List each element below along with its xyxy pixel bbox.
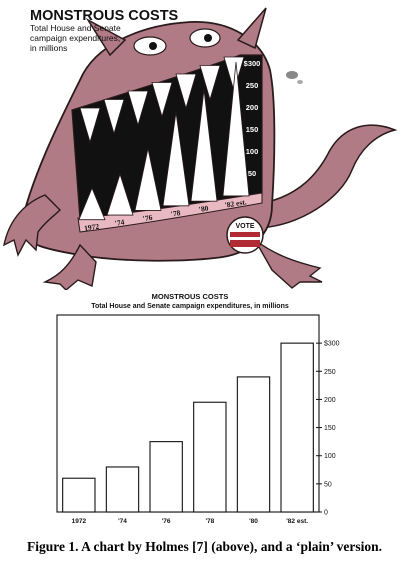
year-label: '82 est. bbox=[224, 197, 247, 209]
plot-frame bbox=[56, 314, 320, 513]
bar bbox=[193, 401, 227, 513]
upper-teeth bbox=[79, 56, 245, 144]
scale-labels: $300 250 200 150 100 50 bbox=[244, 59, 261, 178]
year-label: '76 bbox=[142, 213, 153, 223]
tooth-bar bbox=[222, 61, 250, 197]
y-tick-label: 150 bbox=[324, 425, 336, 432]
x-tick-label: 1972 bbox=[72, 518, 87, 525]
upper-tooth bbox=[103, 99, 125, 135]
spit-drop bbox=[286, 71, 298, 79]
monster-horn-left bbox=[85, 17, 127, 57]
scale-label: 150 bbox=[246, 125, 259, 134]
monster-tail bbox=[248, 124, 398, 229]
upper-tooth bbox=[79, 107, 101, 144]
bar bbox=[105, 466, 140, 513]
year-label: 1972 bbox=[83, 222, 99, 233]
scale-label: 100 bbox=[246, 147, 259, 156]
year-label: '74 bbox=[114, 217, 125, 227]
bar bbox=[280, 342, 314, 513]
year-labels: 1972 '74 '76 '78 '80 '82 est. bbox=[83, 197, 247, 233]
scale-label: 200 bbox=[246, 103, 259, 112]
tooth-bar bbox=[134, 148, 162, 211]
y-tick-label: 50 bbox=[324, 481, 332, 488]
y-tick-label: 200 bbox=[324, 397, 336, 404]
x-axis: 1972 '74 '76 '78 '80 '82 est. bbox=[72, 518, 309, 525]
scale-label: 250 bbox=[246, 81, 259, 90]
chart-subtitle: Total House and Senate campaign expendit… bbox=[91, 303, 289, 310]
bar bbox=[149, 441, 183, 513]
tooth-bar bbox=[190, 89, 218, 202]
monster-pupil-right bbox=[204, 34, 212, 42]
year-label: '80 bbox=[198, 204, 209, 214]
figure-caption: Figure 1. A chart by Holmes [7] (above),… bbox=[27, 539, 382, 554]
monster-pupil-left bbox=[149, 42, 157, 50]
bar bbox=[236, 376, 271, 513]
plain-bar-chart: MONSTROUS COSTS Total House and Senate c… bbox=[56, 292, 340, 525]
upper-tooth bbox=[223, 56, 245, 93]
scale-label: 50 bbox=[248, 169, 256, 178]
bar bbox=[62, 477, 96, 513]
chart-title: MONSTROUS COSTS bbox=[152, 292, 229, 301]
upper-tooth bbox=[199, 65, 221, 101]
tooth-bar bbox=[162, 112, 190, 207]
x-tick-label: '82 est. bbox=[286, 518, 308, 525]
scale-label: $300 bbox=[244, 59, 261, 68]
illustration-title: MONSTROUS COSTS bbox=[30, 8, 179, 24]
tooth-bar bbox=[78, 187, 106, 221]
y-tick-label: $300 bbox=[324, 341, 340, 348]
x-tick-label: '80 bbox=[249, 518, 258, 525]
monster-leg-right bbox=[254, 239, 323, 289]
lower-teeth-bars bbox=[78, 61, 250, 221]
spit-drop bbox=[297, 80, 303, 84]
vote-badge: VOTE bbox=[226, 216, 264, 254]
bar-series bbox=[62, 342, 314, 513]
monster-horn-right bbox=[236, 7, 267, 50]
year-label: '78 bbox=[170, 208, 181, 218]
illustration-subtitle-line: in millions bbox=[30, 43, 67, 53]
upper-tooth bbox=[151, 82, 173, 118]
x-tick-label: '78 bbox=[205, 518, 214, 525]
y-tick-label: 100 bbox=[324, 453, 336, 460]
tooth-bar bbox=[106, 172, 134, 216]
vote-badge-text: VOTE bbox=[235, 223, 254, 230]
x-tick-label: '76 bbox=[162, 518, 171, 525]
monster-illustration: $300 250 200 150 100 50 1972 '74 '76 '78 '80 '82 e… bbox=[3, 7, 398, 290]
monster-arm-left bbox=[3, 194, 61, 257]
illustration-subtitle-line: Total House and Senate bbox=[30, 23, 121, 33]
upper-tooth bbox=[175, 73, 197, 110]
monster-leg-left bbox=[42, 243, 97, 290]
y-tick-label: 250 bbox=[324, 369, 336, 376]
illustration-subtitle-line: campaign expenditures, bbox=[30, 33, 120, 43]
y-axis: 0 50 100 150 200 250 $300 bbox=[316, 341, 340, 517]
monster-lower-lip bbox=[77, 192, 263, 233]
upper-tooth bbox=[127, 90, 149, 127]
y-tick-label: 0 bbox=[324, 510, 328, 517]
x-tick-label: '74 bbox=[118, 518, 127, 525]
